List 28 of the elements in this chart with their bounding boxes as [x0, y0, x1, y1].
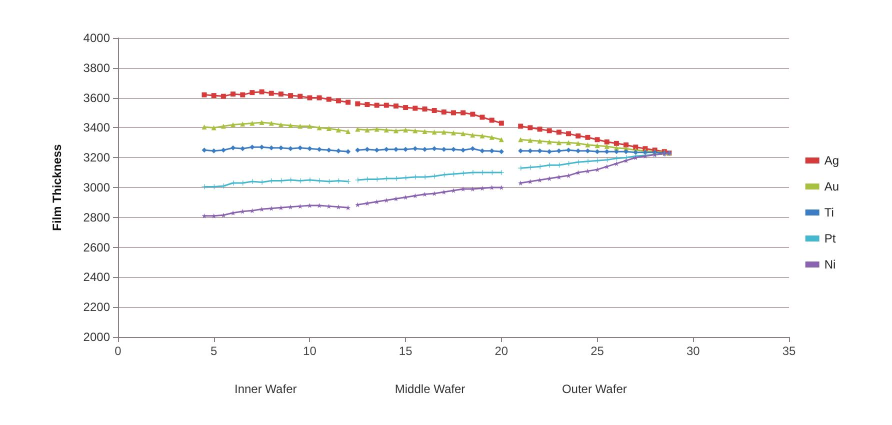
- y-tick-label: 3200: [83, 150, 110, 165]
- legend-label: Pt: [824, 232, 836, 246]
- text: Inner Wafer: [234, 382, 297, 396]
- text: Middle Wafer: [394, 382, 466, 396]
- y-tick-label: 2200: [83, 300, 110, 314]
- legend-label: Au: [824, 180, 840, 194]
- legend-label: Ag: [824, 154, 840, 168]
- text: Outer Wafer: [562, 382, 627, 396]
- y-tick-label: 2400: [83, 270, 110, 284]
- y-tick-label: 2800: [83, 210, 110, 224]
- x-tick-label: 25: [590, 344, 604, 358]
- y-tick-label: 2600: [83, 240, 110, 254]
- x-tick-label: 35: [782, 344, 796, 358]
- x-tick-label: 0: [114, 344, 122, 358]
- y-tick-label: 3400: [83, 120, 110, 135]
- y-tick-label: 3600: [83, 90, 110, 105]
- y-tick-label: 4000: [83, 31, 110, 45]
- y-tick-label: 3000: [83, 180, 110, 194]
- x-tick-label: 20: [494, 344, 508, 358]
- x-tick-label: 15: [398, 344, 413, 358]
- y-axis-title: Film Thickness: [50, 144, 64, 231]
- x-tick-label: 5: [210, 344, 218, 358]
- y-tick-label: 2000: [83, 330, 110, 344]
- x-tick-label: 30: [686, 344, 700, 358]
- legend-label: Ti: [824, 206, 834, 220]
- y-tick-label: 3800: [83, 60, 110, 75]
- x-tick-label: 10: [303, 344, 317, 358]
- legend-label: Ni: [824, 258, 836, 272]
